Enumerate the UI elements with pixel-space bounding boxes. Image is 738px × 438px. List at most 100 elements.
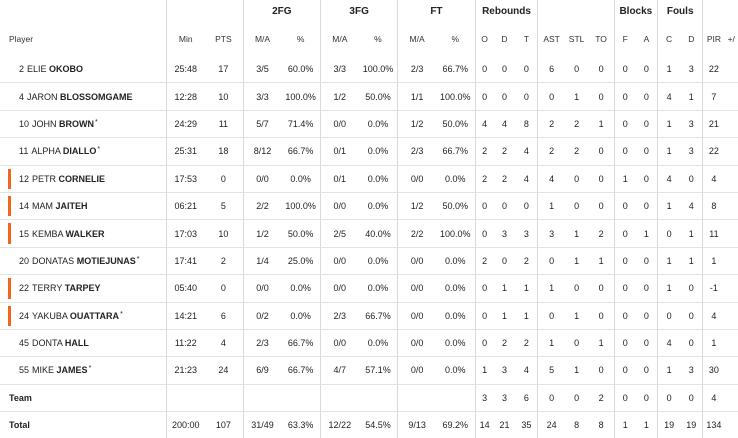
column-header-row: Player Min PTS M/A % M/A % M/A % O D T A… [0,22,738,56]
col-header-3fg-ma[interactable]: M/A [321,22,359,56]
col-header-reb-o[interactable]: O [475,22,494,56]
stat-foul-d: 3 [680,357,703,384]
stat-ast: 4 [538,165,565,192]
player-last-name[interactable]: BROWN [59,119,94,129]
total-reb-t: 35 [515,412,538,438]
stat-pir: 22 [703,56,725,83]
col-header-player[interactable]: Player [0,22,167,56]
col-header-3fg-pct[interactable]: % [359,22,398,56]
stat-to: 1 [588,110,614,137]
player-first-name[interactable]: MAM [32,201,53,211]
stat-reb-d: 0 [494,247,516,274]
stat-ft-pct: 100.0% [436,220,475,247]
stat-min: 14:21 [167,302,204,329]
stat-foul-c: 1 [658,192,681,219]
stat-foul-c: 1 [658,275,681,302]
stat-foul-c: 4 [658,83,681,110]
stat-ft-ma: 0/0 [398,247,436,274]
group-ft: FT [398,0,475,22]
player-first-name[interactable]: TERRY [32,283,62,293]
total-blk-f: 1 [614,412,636,438]
col-header-blk-f[interactable]: F [614,22,636,56]
player-first-name[interactable]: ELIE [27,64,47,74]
col-header-2fg-pct[interactable]: % [281,22,320,56]
stat-reb-o: 0 [475,192,494,219]
player-last-name[interactable]: OKOBO [49,64,83,74]
player-first-name[interactable]: ALPHA [31,146,60,156]
stat-ft-ma: 2/3 [398,56,436,83]
stat-blk-f: 0 [614,220,636,247]
player-last-name[interactable]: CORNELIE [59,174,106,184]
col-header-stl[interactable]: STL [565,22,589,56]
col-header-foul-d[interactable]: D [680,22,703,56]
player-first-name[interactable]: JARON [27,92,58,102]
stat-3fg-pct: 40.0% [359,220,398,247]
team-foul-d: 0 [680,384,703,411]
stat-reb-d: 0 [494,192,516,219]
col-header-ft-ma[interactable]: M/A [398,22,436,56]
player-last-name[interactable]: JAMES [57,365,88,375]
col-header-ft-pct[interactable]: % [436,22,475,56]
player-number: 15 [19,229,29,239]
player-last-name[interactable]: WALKER [66,229,105,239]
starter-mark: * [137,256,140,263]
stat-2fg-pct: 100.0% [281,192,320,219]
group-fouls: Fouls [658,0,703,22]
player-first-name[interactable]: PETR [32,174,56,184]
col-header-foul-c[interactable]: C [658,22,681,56]
stat-reb-d: 4 [494,110,516,137]
player-first-name[interactable]: DONTA [32,338,62,348]
stat-stl: 0 [565,56,589,83]
player-first-name[interactable]: JOHN [32,119,57,129]
col-header-reb-d[interactable]: D [494,22,516,56]
player-last-name[interactable]: JAITEH [56,201,88,211]
stat-reb-o: 0 [475,83,494,110]
col-header-reb-t[interactable]: T [515,22,538,56]
stat-ft-pct: 66.7% [436,138,475,165]
player-first-name[interactable]: YAKUBA [32,311,67,321]
stat-plus-minus [725,56,738,83]
stat-reb-o: 0 [475,302,494,329]
player-first-name[interactable]: KEMBA [32,229,63,239]
player-last-name[interactable]: MOTIEJUNAS [77,256,136,266]
col-header-min[interactable]: Min [167,22,204,56]
col-header-ast[interactable]: AST [538,22,565,56]
stat-2fg-ma: 2/2 [243,192,281,219]
stat-blk-f: 0 [614,83,636,110]
player-last-name[interactable]: TARPEY [65,283,101,293]
player-first-name[interactable]: DONATAS [32,256,74,266]
stat-min: 21:23 [167,357,204,384]
col-header-2fg-ma[interactable]: M/A [243,22,281,56]
team-row: Team 3 3 6 0 0 2 0 0 0 0 4 [0,384,738,411]
player-number: 14 [19,201,29,211]
total-2fg-pct: 63.3% [281,412,320,438]
stat-ft-ma: 0/0 [398,357,436,384]
player-last-name[interactable]: HALL [65,338,89,348]
player-last-name[interactable]: BLOSSOMGAME [60,92,133,102]
total-pts: 107 [204,412,243,438]
player-number: 20 [19,256,29,266]
col-header-pts[interactable]: PTS [204,22,243,56]
col-header-blk-a[interactable]: A [636,22,658,56]
stat-2fg-pct: 60.0% [281,56,320,83]
col-header-plus-minus[interactable]: +/ [725,22,738,56]
stat-ast: 0 [538,302,565,329]
stat-to: 0 [588,302,614,329]
stat-foul-c: 1 [658,357,681,384]
stat-reb-o: 2 [475,247,494,274]
col-header-to[interactable]: TO [588,22,614,56]
stat-pts: 2 [204,247,243,274]
stat-ast: 3 [538,220,565,247]
player-first-name[interactable]: MIKE [32,365,54,375]
col-header-pir[interactable]: PIR [703,22,725,56]
player-last-name[interactable]: OUATTARA [70,311,119,321]
player-last-name[interactable]: DIALLO [63,146,97,156]
